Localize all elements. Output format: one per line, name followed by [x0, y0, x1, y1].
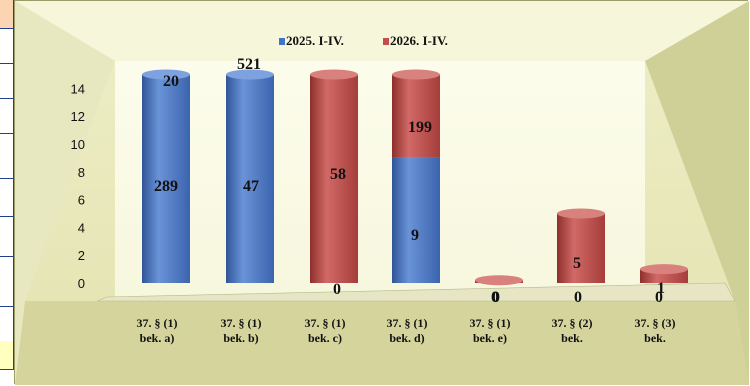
y-tick-label: 2 [78, 248, 85, 263]
x-tick-label: bek. b) [223, 331, 258, 345]
bar-series-2 [557, 213, 605, 283]
data-label: 20 [163, 73, 179, 90]
x-tick-label: bek. c) [308, 331, 342, 345]
y-tick-label: 12 [71, 109, 85, 124]
x-tick-label: 37. § (3) [635, 316, 676, 330]
data-label: 58 [330, 166, 346, 183]
data-label: 1 [657, 280, 665, 297]
legend-swatch [279, 38, 285, 45]
bars-group [142, 69, 688, 286]
plot-wall [115, 61, 645, 301]
x-tick-label: bek. [561, 331, 583, 345]
y-tick-label: 10 [71, 137, 85, 152]
bar-cap [557, 208, 605, 219]
x-tick-label: 37. § (1) [305, 316, 346, 330]
data-label: 0 [574, 289, 582, 306]
x-tick-label: bek. a) [140, 331, 175, 345]
data-label: 47 [243, 178, 259, 195]
y-tick-label: 0 [78, 276, 85, 291]
x-tick-label: 37. § (1) [470, 316, 511, 330]
x-tick-label: bek. d) [389, 331, 424, 345]
chart-svg: 0 2 4 6 8 10 12 14 289 47 0 9 0 0 0 20 521 58 199 0 5 1 37. … [15, 1, 749, 385]
y-tick-label: 4 [78, 220, 85, 235]
y-tick-label: 6 [78, 193, 85, 208]
chart-floor [96, 282, 736, 302]
data-label: 521 [237, 56, 261, 73]
data-label: 9 [411, 227, 419, 244]
x-tick-label: bek. e) [473, 331, 507, 345]
data-label: 0 [655, 289, 663, 306]
bar-series-1 [226, 74, 274, 283]
legend-label: 2026. I-IV. [390, 33, 448, 48]
y-tick-label: 8 [78, 165, 85, 180]
bar-cap [475, 275, 523, 286]
x-axis: 37. § (1)bek. a)37. § (1)bek. b)37. § (1… [137, 316, 676, 345]
frame-bevel-top [15, 1, 749, 61]
bar-cap [640, 264, 688, 275]
bar-series-1 [392, 157, 440, 283]
frame-bevel-right [645, 1, 749, 385]
data-label: 0 [333, 281, 341, 298]
bar-cap [142, 69, 190, 80]
data-label: 5 [573, 255, 581, 272]
frame-bevel-bottom [15, 301, 749, 385]
frame-bevel-left [15, 1, 115, 385]
y-axis: 0 2 4 6 8 10 12 14 [71, 81, 85, 291]
left-table-strip [0, 0, 15, 386]
x-tick-label: 37. § (2) [552, 316, 593, 330]
legend-swatch [383, 38, 389, 45]
legend: 2025. I-IV. 2026. I-IV. [279, 33, 448, 48]
data-label: 199 [408, 119, 432, 136]
y-tick-label: 14 [71, 81, 85, 96]
bar-cap [310, 69, 358, 80]
x-tick-label: 37. § (1) [137, 316, 178, 330]
data-label: 0 [492, 289, 500, 306]
legend-label: 2025. I-IV. [286, 33, 344, 48]
x-tick-label: bek. [644, 331, 666, 345]
chart-frame: 0 2 4 6 8 10 12 14 289 47 0 9 0 0 0 20 521 58 199 0 5 1 37. … [14, 0, 749, 385]
bar-series-1 [142, 74, 190, 283]
data-label: 0 [491, 289, 499, 306]
bar-cap [226, 69, 274, 80]
x-tick-label: 37. § (1) [221, 316, 262, 330]
bar-series-2 [310, 74, 358, 283]
data-label: 289 [154, 178, 178, 195]
x-tick-label: 37. § (1) [387, 316, 428, 330]
bar-cap [392, 69, 440, 80]
bar-series-2 [392, 74, 440, 158]
